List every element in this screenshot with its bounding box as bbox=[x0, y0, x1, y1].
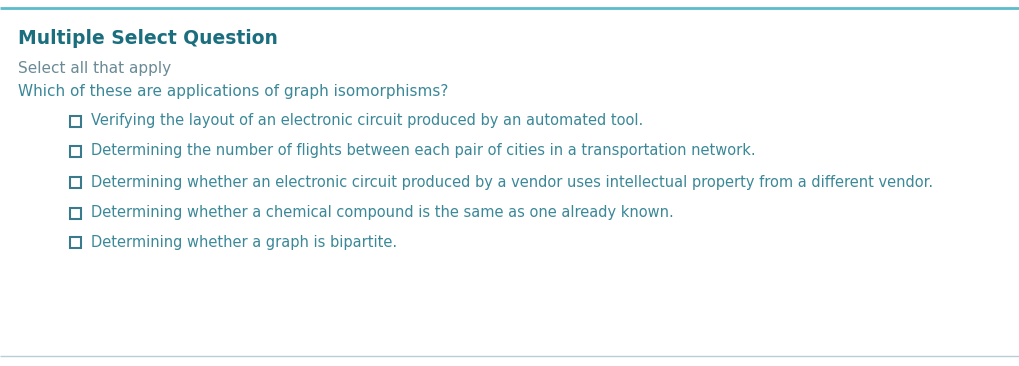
Text: Verifying the layout of an electronic circuit produced by an automated tool.: Verifying the layout of an electronic ci… bbox=[91, 113, 643, 128]
Text: Multiple Select Question: Multiple Select Question bbox=[18, 29, 277, 48]
Text: Select all that apply: Select all that apply bbox=[18, 61, 171, 76]
Bar bbox=[70, 116, 81, 127]
Text: Which of these are applications of graph isomorphisms?: Which of these are applications of graph… bbox=[18, 84, 448, 99]
Bar bbox=[70, 146, 81, 157]
Text: Determining whether a graph is bipartite.: Determining whether a graph is bipartite… bbox=[91, 235, 396, 250]
Text: Determining whether an electronic circuit produced by a vendor uses intellectual: Determining whether an electronic circui… bbox=[91, 175, 932, 190]
Bar bbox=[70, 208, 81, 219]
Bar bbox=[70, 236, 81, 247]
Text: Determining whether a chemical compound is the same as one already known.: Determining whether a chemical compound … bbox=[91, 205, 674, 220]
Text: Determining the number of flights between each pair of cities in a transportatio: Determining the number of flights betwee… bbox=[91, 143, 755, 158]
Bar bbox=[70, 176, 81, 187]
